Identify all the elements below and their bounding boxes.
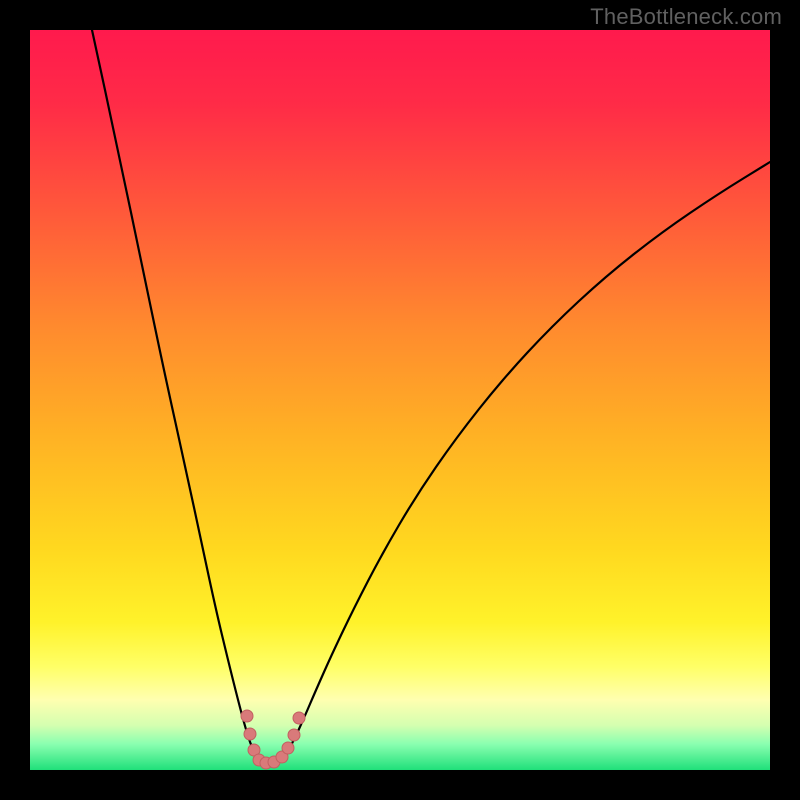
marker-point [288, 729, 300, 741]
chart-frame: TheBottleneck.com [0, 0, 800, 800]
watermark-text: TheBottleneck.com [590, 4, 782, 30]
marker-point [293, 712, 305, 724]
marker-point [241, 710, 253, 722]
bottleneck-curve [92, 30, 770, 763]
marker-point [282, 742, 294, 754]
plot-area [30, 30, 770, 770]
curve-minimum-markers [241, 710, 305, 769]
marker-point [244, 728, 256, 740]
curve-layer [30, 30, 770, 770]
